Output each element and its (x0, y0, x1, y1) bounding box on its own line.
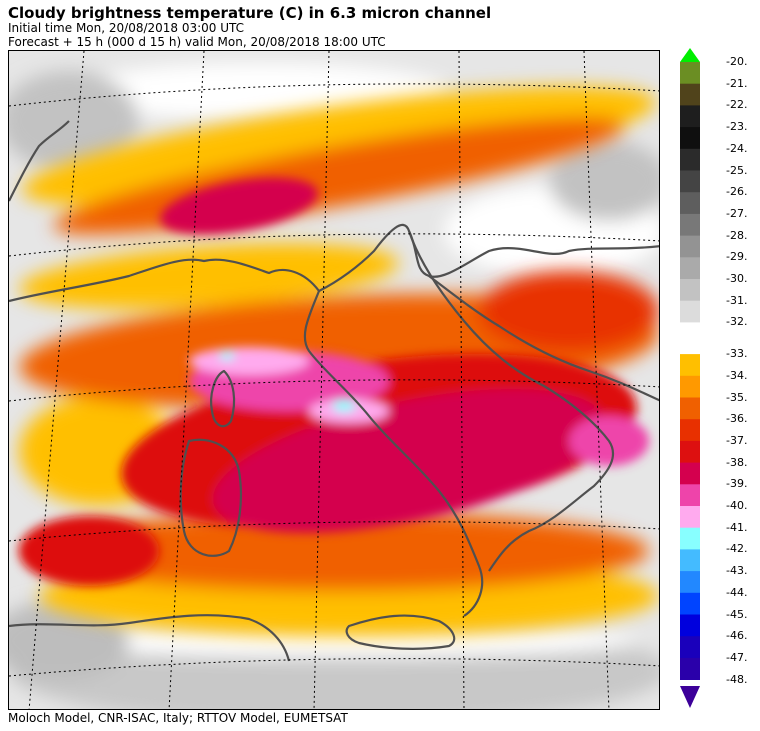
cloud-field (9, 63, 659, 709)
color-legend: -20. -21. -22. -23. -24. -25. -26. -27. -28. -29.… (676, 48, 760, 712)
legend-swatch-5 (680, 170, 700, 193)
grid-lon-4 (458, 51, 465, 709)
legend-swatch-20 (680, 506, 700, 529)
grid-lon-3 (313, 51, 330, 709)
legend-swatch-21 (680, 527, 700, 550)
legend-label: -36. (726, 412, 748, 426)
coast-north-africa (9, 614, 291, 662)
field-crimson-north (160, 177, 318, 235)
legend-swatch-7 (680, 213, 700, 236)
legend-label: -35. (726, 390, 748, 404)
legend-swatch-9 (680, 257, 700, 280)
coast-corsica (210, 369, 236, 428)
coast-spain-east (9, 120, 70, 202)
legend-swatch-11 (680, 300, 700, 323)
initial-time: Initial time Mon, 20/08/2018 03:00 UTC (8, 21, 245, 35)
legend-swatch-3 (680, 127, 700, 150)
field-yellow-mid (19, 243, 399, 309)
legend-swatch-17 (680, 440, 700, 463)
coast-balkans (428, 275, 659, 402)
legend-label: -25. (726, 163, 748, 177)
field-white-south (39, 625, 639, 657)
legend-swatch-2 (680, 105, 700, 128)
lat-lon-grid (9, 51, 659, 709)
legend-swatch-27 (680, 657, 700, 680)
field-lightpink-a (189, 347, 309, 375)
legend-label: -48. (726, 672, 748, 686)
legend-arrow-down (680, 686, 700, 708)
legend-swatch-26 (680, 636, 700, 659)
forecast-validity: Forecast + 15 h (000 d 15 h) valid Mon, … (8, 35, 386, 49)
legend-label: -24. (726, 141, 748, 155)
field-cyan-b (219, 352, 235, 360)
grid-lon-1 (28, 51, 85, 709)
model-credits: Moloch Model, CNR-ISAC, Italy; RTTOV Mod… (8, 711, 348, 725)
legend-swatch-14 (680, 375, 700, 398)
legend-swatch-23 (680, 571, 700, 594)
legend-swatch-10 (680, 279, 700, 302)
legend-label: -23. (726, 120, 748, 134)
legend-swatch-4 (680, 148, 700, 171)
legend-label: -20. (726, 55, 748, 68)
legend-swatch-1 (680, 83, 700, 106)
field-orange-east (479, 271, 659, 351)
legend-swatch-8 (680, 235, 700, 258)
legend-label: -40. (726, 499, 748, 512)
legend-label: -38. (726, 455, 748, 469)
legend-swatch-13 (680, 354, 700, 377)
legend-label: -26. (726, 185, 748, 199)
legend-label: -31. (726, 293, 748, 307)
field-crimson-core (212, 389, 606, 533)
legend-label: -29. (726, 250, 748, 264)
legend-label: -32. (726, 315, 748, 329)
field-grey-southwest (9, 601, 129, 681)
coast-sicily (345, 614, 456, 650)
legend-label: -27. (726, 206, 748, 220)
map-title: Cloudy brightness temperature (C) in 6.3… (8, 4, 492, 22)
coast-alps-mainland (9, 223, 659, 303)
legend-label: -42. (726, 542, 748, 556)
legend-label: -47. (726, 650, 748, 664)
legend-swatch-0 (680, 62, 700, 85)
legend-swatches (680, 62, 700, 680)
legend-swatch-6 (680, 192, 700, 215)
legend-label: -41. (726, 520, 748, 534)
legend-label: -21. (726, 76, 748, 90)
legend-colorbar (680, 48, 700, 708)
legend-arrow-up (680, 48, 700, 62)
legend-label: -30. (726, 272, 748, 285)
field-grey-east (549, 141, 659, 221)
legend-label: -39. (726, 477, 748, 491)
legend-swatch-18 (680, 462, 700, 485)
legend-swatch-19 (680, 484, 700, 507)
legend-label: -28. (726, 228, 748, 242)
grid-lon-5 (583, 51, 610, 709)
legend-label: -34. (726, 368, 748, 382)
legend-label: -22. (726, 98, 748, 112)
field-grey-northwest (9, 71, 139, 171)
brightness-temperature-map (9, 51, 659, 709)
legend-swatch-16 (680, 419, 700, 442)
legend-swatch-25 (680, 614, 700, 637)
legend-swatch-24 (680, 592, 700, 615)
legend-swatch-22 (680, 549, 700, 572)
map-panel (8, 50, 660, 710)
legend-label: -46. (726, 629, 748, 643)
legend-label: -37. (726, 433, 748, 447)
coastlines (9, 120, 659, 662)
field-cyan-a (332, 400, 356, 412)
legend-label: -43. (726, 564, 748, 578)
legend-label: -45. (726, 607, 748, 621)
grid-lon-2 (168, 51, 205, 709)
coast-italian-peninsula-west (303, 290, 484, 617)
coast-sardinia (179, 438, 243, 557)
legend-swatch-12 (680, 322, 700, 345)
legend-label: -33. (726, 347, 748, 361)
legend-swatch-15 (680, 397, 700, 420)
field-red-west (19, 516, 159, 586)
legend-label: -44. (726, 585, 748, 599)
